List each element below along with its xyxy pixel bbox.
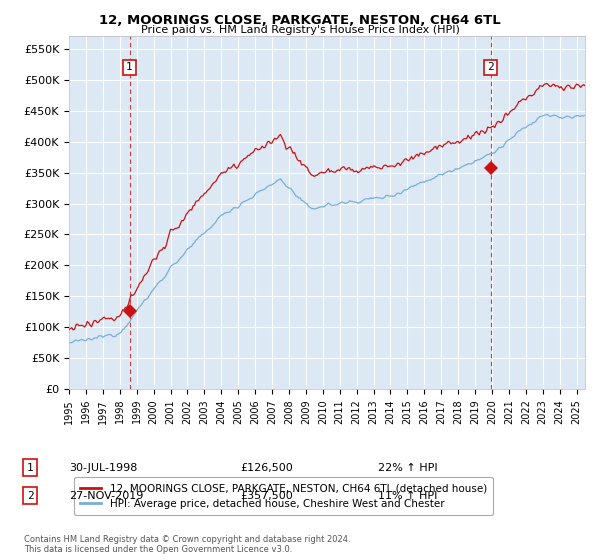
- Text: 1: 1: [126, 62, 133, 72]
- Text: 1: 1: [26, 463, 34, 473]
- Text: 12, MOORINGS CLOSE, PARKGATE, NESTON, CH64 6TL: 12, MOORINGS CLOSE, PARKGATE, NESTON, CH…: [99, 14, 501, 27]
- Text: 22% ↑ HPI: 22% ↑ HPI: [378, 463, 437, 473]
- Legend: 12, MOORINGS CLOSE, PARKGATE, NESTON, CH64 6TL (detached house), HPI: Average pr: 12, MOORINGS CLOSE, PARKGATE, NESTON, CH…: [74, 477, 493, 515]
- Text: £126,500: £126,500: [240, 463, 293, 473]
- Text: 30-JUL-1998: 30-JUL-1998: [69, 463, 137, 473]
- Text: 2: 2: [487, 62, 494, 72]
- Text: £357,500: £357,500: [240, 491, 293, 501]
- Text: 2: 2: [26, 491, 34, 501]
- Text: Contains HM Land Registry data © Crown copyright and database right 2024.
This d: Contains HM Land Registry data © Crown c…: [24, 535, 350, 554]
- Text: 27-NOV-2019: 27-NOV-2019: [69, 491, 143, 501]
- Text: Price paid vs. HM Land Registry's House Price Index (HPI): Price paid vs. HM Land Registry's House …: [140, 25, 460, 35]
- Text: 11% ↑ HPI: 11% ↑ HPI: [378, 491, 437, 501]
